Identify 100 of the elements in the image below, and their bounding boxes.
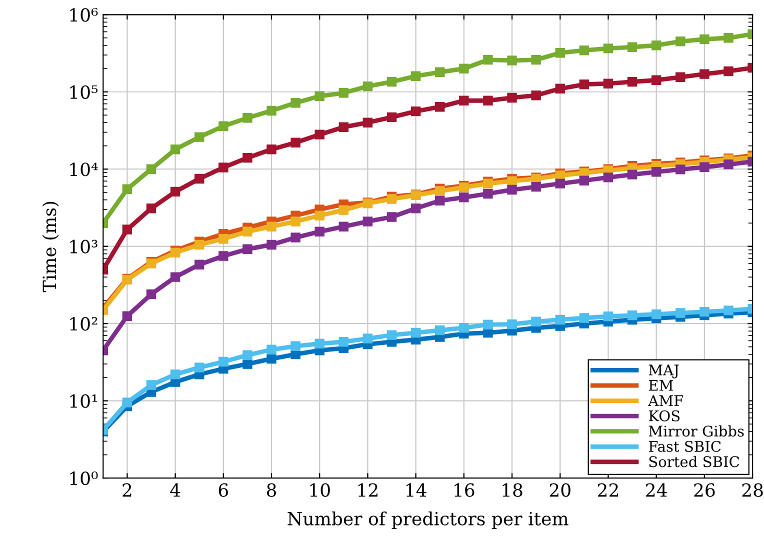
point <box>122 398 132 408</box>
point <box>242 244 252 254</box>
x-tick-label: 18 <box>502 483 522 497</box>
point <box>314 91 324 102</box>
point <box>338 88 349 98</box>
x-tick-label: 10 <box>310 483 330 497</box>
y-tick-label: 10⁰ <box>70 472 98 486</box>
point <box>676 308 686 318</box>
point <box>386 112 397 122</box>
point <box>386 330 397 340</box>
point <box>579 45 590 56</box>
point <box>410 106 421 116</box>
legend-label: EM <box>648 380 673 391</box>
point <box>386 194 397 204</box>
point <box>290 341 300 352</box>
point <box>122 311 132 321</box>
point <box>146 289 156 300</box>
y-tick-label: 10¹ <box>70 394 97 408</box>
point <box>266 106 276 116</box>
point <box>700 34 710 44</box>
point <box>676 36 686 46</box>
point <box>410 204 421 214</box>
point <box>266 144 276 154</box>
point <box>603 311 614 322</box>
point <box>459 64 469 74</box>
point <box>507 56 517 66</box>
point <box>724 306 734 316</box>
point <box>459 323 469 333</box>
point <box>555 178 565 188</box>
point <box>483 54 493 65</box>
point <box>290 138 300 148</box>
point <box>555 84 565 94</box>
point <box>651 309 662 320</box>
point <box>555 314 565 325</box>
point <box>242 113 252 123</box>
legend-label: KOS <box>648 410 680 422</box>
point <box>507 92 517 103</box>
point <box>676 164 686 174</box>
point <box>700 162 710 172</box>
point <box>507 319 517 330</box>
point <box>266 240 276 250</box>
y-axis-title: Time (ms) <box>42 202 59 292</box>
point <box>170 272 180 282</box>
x-tick-label: 6 <box>218 483 228 497</box>
point <box>314 210 324 220</box>
point <box>651 75 662 85</box>
point <box>218 121 228 131</box>
point <box>146 380 156 390</box>
point <box>194 240 204 250</box>
point <box>242 350 252 360</box>
point <box>483 96 493 106</box>
point <box>266 354 276 364</box>
legend-label: MAJ <box>648 364 679 378</box>
point <box>435 186 445 196</box>
point <box>218 162 228 172</box>
legend-label: AMF <box>648 395 684 406</box>
y-tick-label: 10⁵ <box>70 85 98 99</box>
point <box>242 152 252 163</box>
point <box>266 344 276 354</box>
y-tick-label: 10² <box>70 317 98 331</box>
point <box>435 196 445 206</box>
point <box>242 226 252 236</box>
point <box>627 76 638 87</box>
x-tick-label: 4 <box>170 483 180 497</box>
point <box>218 251 228 261</box>
legend-label: Mirror Gibbs <box>648 425 744 437</box>
point <box>338 222 349 232</box>
point <box>459 96 469 106</box>
point <box>362 118 373 128</box>
point <box>362 216 373 226</box>
point <box>218 356 228 367</box>
point <box>724 66 734 76</box>
point <box>603 78 614 88</box>
point <box>194 132 204 142</box>
point <box>651 40 662 50</box>
point <box>724 160 734 170</box>
point <box>122 224 132 234</box>
point <box>507 184 517 195</box>
y-tick-label: 10⁴ <box>70 162 98 176</box>
legend-label: Sorted SBIC <box>649 456 740 468</box>
x-tick-label: 24 <box>646 483 667 497</box>
point <box>627 310 638 320</box>
point <box>459 192 469 202</box>
x-tick-label: 8 <box>266 483 276 497</box>
x-axis-title: Number of predictors per item <box>288 511 568 529</box>
y-tick-label: 10⁶ <box>70 8 98 22</box>
point <box>676 72 686 82</box>
point <box>338 336 349 347</box>
point <box>435 102 445 112</box>
point <box>194 362 204 372</box>
point <box>338 122 349 132</box>
point <box>290 98 300 108</box>
x-tick-label: 28 <box>742 483 763 497</box>
point <box>724 33 734 43</box>
point <box>700 69 710 79</box>
x-tick-label: 26 <box>694 483 715 497</box>
point <box>194 174 204 184</box>
point <box>146 204 156 214</box>
point <box>194 260 204 270</box>
point <box>314 226 324 236</box>
